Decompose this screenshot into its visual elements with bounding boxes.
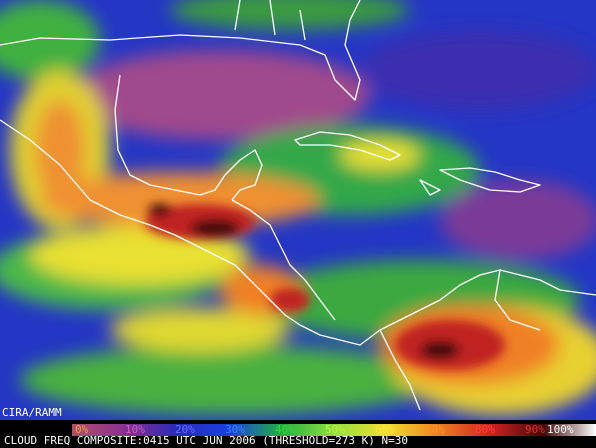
colorbar-label: 60%	[375, 423, 395, 436]
colorbar-label: 80%	[475, 423, 495, 436]
colorbar-label: 30%	[225, 423, 245, 436]
coastlines	[0, 0, 596, 411]
caption: CLOUD FREQ COMPOSITE:0415 UTC JUN 2006 (…	[4, 434, 408, 447]
logo: CIRA/RAMM	[2, 406, 62, 419]
colorbar-labels: 0% 10% 20% 30% 40% 50% 60% 70% 80% 90% 100%	[75, 423, 574, 436]
colorbar-label: 10%	[125, 423, 145, 436]
colorbar-label: 90%	[525, 423, 545, 436]
colorbar-label: 50%	[325, 423, 345, 436]
cloud-field	[0, 0, 596, 420]
colorbar-label: 70%	[425, 423, 445, 436]
colorbar-label: 20%	[175, 423, 195, 436]
colorbar-label: 100%	[547, 423, 574, 436]
colorbar-label: 0%	[75, 423, 89, 436]
colorbar	[72, 424, 596, 436]
colorbar-label: 40%	[275, 423, 295, 436]
